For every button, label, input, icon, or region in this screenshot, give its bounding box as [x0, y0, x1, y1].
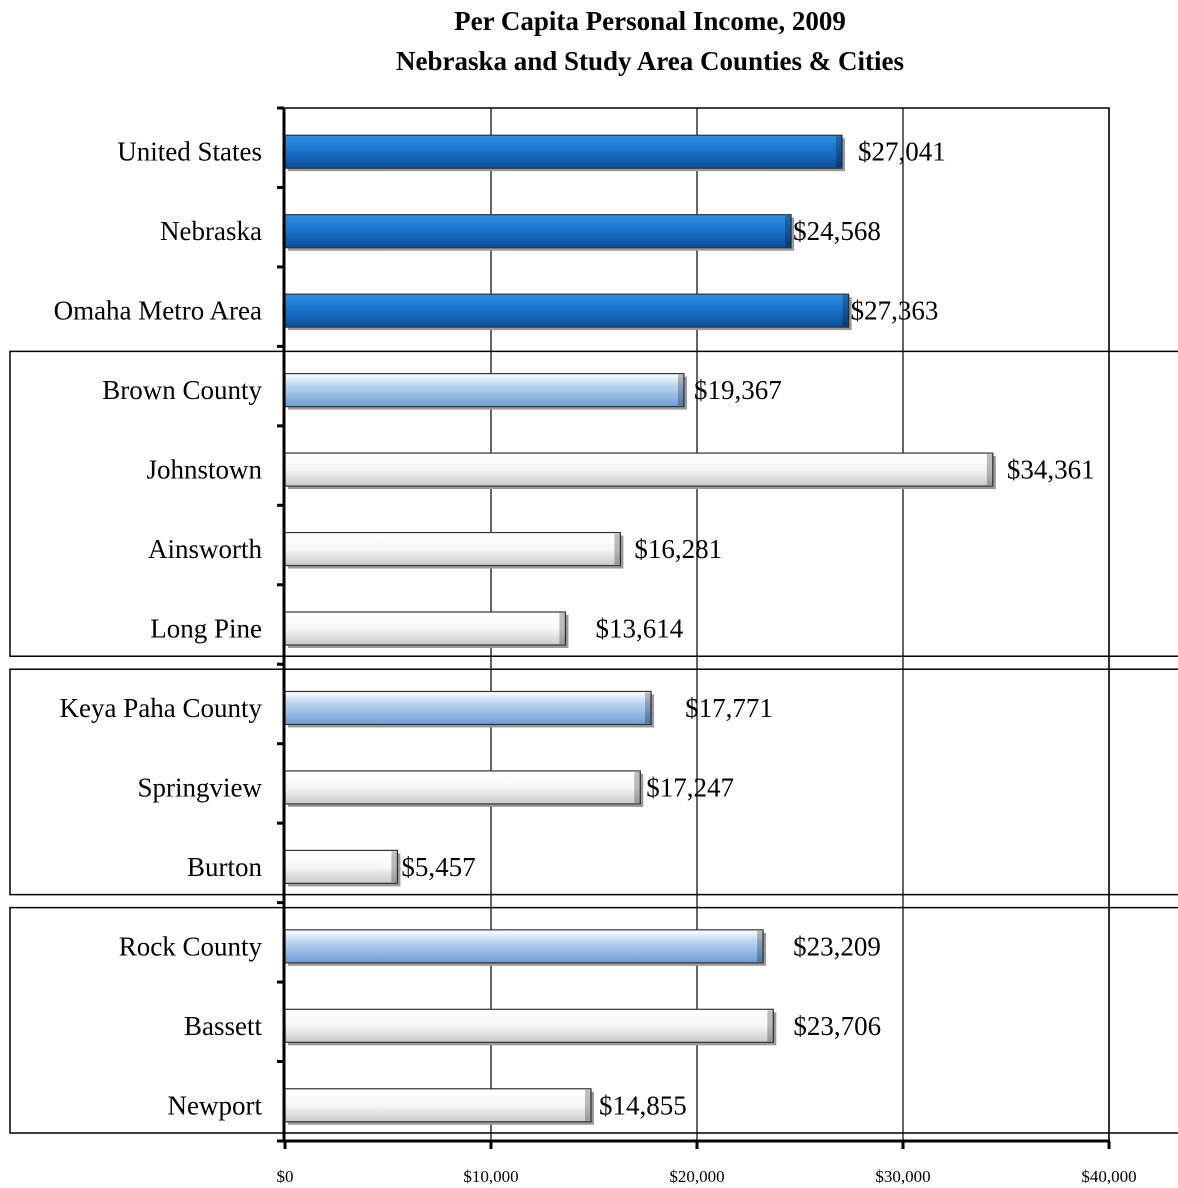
value-label: $27,041: [858, 137, 946, 167]
bar-springview: [284, 770, 641, 805]
value-label: $17,247: [646, 772, 734, 802]
value-label: $17,771: [685, 693, 773, 723]
value-label: $16,281: [634, 534, 722, 564]
bar-end-bevel: [757, 930, 764, 962]
bar-long-pine: [284, 611, 567, 646]
x-tick-label: $20,000: [669, 1167, 724, 1186]
bar-end-bevel: [767, 1010, 774, 1042]
bar-johnstown: [284, 452, 994, 487]
bar-end-bevel: [645, 692, 652, 724]
bars: [284, 134, 996, 1125]
category-label: Newport: [168, 1090, 263, 1120]
bar-omaha-metro-area: [284, 293, 850, 328]
category-label: Springview: [138, 772, 263, 802]
bar-end-bevel: [559, 613, 566, 644]
bar-end-bevel: [836, 136, 843, 168]
value-label: $27,363: [851, 296, 939, 326]
value-label: $14,855: [599, 1090, 687, 1120]
bar-bassett: [284, 1008, 774, 1043]
category-label: Bassett: [184, 1011, 262, 1041]
value-label: $5,457: [401, 852, 475, 882]
bar-end-bevel: [785, 215, 792, 247]
group-box-2: [9, 668, 1178, 896]
x-tick-label: $40,000: [1081, 1167, 1136, 1186]
value-label: $19,367: [694, 375, 782, 405]
x-tick-labels: $0 $10,000 $20,000 $30,000 $40,000: [277, 1167, 1137, 1186]
group-box-1: [9, 350, 1178, 657]
chart-title-line-2: Nebraska and Study Area Counties & Citie…: [396, 46, 904, 76]
bar-end-bevel: [677, 374, 684, 406]
bar-brown-county: [284, 373, 685, 408]
bar-ainsworth: [284, 531, 621, 567]
bar-burton: [284, 849, 399, 884]
category-label: Ainsworth: [148, 534, 262, 564]
bar-united-states: [284, 134, 843, 169]
value-label: $24,568: [793, 216, 881, 246]
bar-newport: [284, 1088, 592, 1123]
group-box-3: [9, 906, 1178, 1134]
bar-keya-paha-county: [284, 690, 652, 726]
category-label: Burton: [187, 852, 263, 882]
category-label: Omaha Metro Area: [54, 296, 262, 326]
bar-end-bevel: [585, 1089, 592, 1121]
category-label: Nebraska: [160, 216, 262, 246]
bar-end-bevel: [634, 771, 641, 803]
category-label: Johnstown: [146, 455, 262, 485]
category-label: Long Pine: [150, 614, 262, 644]
bar-end-bevel: [391, 851, 398, 883]
value-labels: $27,041 $24,568 $27,363 $19,367 $34,361 $16,2…: [401, 137, 1094, 1121]
category-label: United States: [117, 137, 262, 167]
bar-rock-county: [284, 929, 764, 964]
category-label: Rock County: [119, 931, 263, 961]
category-label: Keya Paha County: [60, 693, 263, 723]
bar-end-bevel: [614, 533, 621, 565]
bar-end-bevel: [842, 295, 849, 327]
x-tick-label: $10,000: [463, 1167, 518, 1186]
bar-end-bevel: [986, 454, 993, 486]
category-labels: United States Nebraska Omaha Metro Area Bro…: [54, 137, 263, 1121]
x-tick-label: $0: [277, 1167, 294, 1186]
value-label: $34,361: [1007, 455, 1095, 485]
value-label: $23,706: [793, 1011, 881, 1041]
gridlines: [490, 108, 1110, 1141]
axes: [277, 106, 1111, 1149]
chart-title-line-1: Per Capita Personal Income, 2009: [454, 6, 846, 36]
category-label: Brown County: [102, 375, 262, 405]
bar-nebraska: [284, 214, 792, 249]
value-label: $23,209: [793, 931, 881, 961]
x-tick-label: $30,000: [875, 1167, 930, 1186]
value-label: $13,614: [595, 614, 683, 644]
